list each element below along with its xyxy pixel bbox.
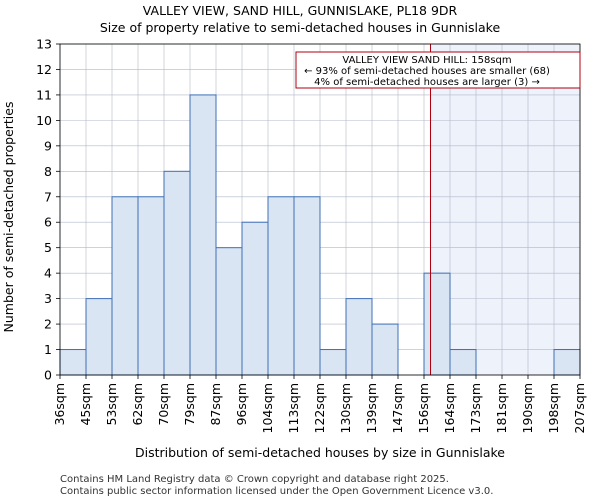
x-tick-label: 62sqm [130,383,145,426]
x-tick-label: 79sqm [182,383,197,426]
y-tick-label: 13 [36,37,52,52]
y-tick-label: 7 [44,189,52,204]
larger-region-fill [430,44,580,375]
y-tick-label: 5 [44,240,52,255]
bar [345,298,373,376]
y-tick-label: 3 [44,291,52,306]
annotation-line-2: ← 93% of semi-detached houses are smalle… [304,66,550,77]
x-tick-label: 139sqm [364,383,379,433]
bars [59,94,581,376]
x-tick-label: 122sqm [312,383,327,433]
y-tick-label: 11 [36,87,52,102]
x-tick-label: 113sqm [286,383,301,433]
y-tick-label: 8 [44,164,52,179]
annotation-line-1: VALLEY VIEW SAND HILL: 158sqm [342,55,511,66]
axes [56,43,581,379]
x-tick-label: 181sqm [494,383,509,433]
y-tick-label: 1 [44,342,52,357]
x-tick-label: 173sqm [468,383,483,433]
bar [85,298,113,376]
bar [189,94,217,376]
x-tick-label: 45sqm [78,383,93,426]
bar [371,323,399,376]
bar [163,170,191,376]
bar [267,196,295,376]
y-axis-label: Number of semi-detached properties [1,102,16,333]
bar [137,196,165,376]
y-tick-label: 2 [44,317,52,332]
bar [111,196,139,376]
bar [241,221,269,376]
x-tick-labels: 36sqm 45sqm 53sqm 62sqm 70sqm 79sqm 87sqm 96sqm… [52,383,587,433]
x-tick-label: 36sqm [52,383,67,426]
bar [553,349,581,376]
x-tick-label: 147sqm [390,383,405,433]
chart-title: VALLEY VIEW, SAND HILL, GUNNISLAKE, PL18… [143,3,458,18]
x-tick-label: 70sqm [156,383,171,426]
x-axis-label: Distribution of semi-detached houses by … [135,445,505,460]
bar [59,349,87,376]
y-tick-label: 0 [44,368,52,383]
x-tick-label: 130sqm [338,383,353,433]
x-tick-label: 164sqm [442,383,457,433]
chart-subtitle: Size of property relative to semi-detach… [100,20,501,35]
y-tick-label: 9 [44,138,52,153]
x-tick-label: 198sqm [546,383,561,433]
annotation-frame [295,51,581,89]
y-tick-label: 4 [44,266,52,281]
annotation-box: VALLEY VIEW SAND HILL: 158sqm ← 93% of s… [295,51,581,89]
bar [293,196,321,376]
x-tick-label: 104sqm [260,383,275,433]
footer-line-1: Contains HM Land Registry data © Crown c… [60,474,449,485]
x-tick-label: 87sqm [208,383,223,426]
footer-line-2: Contains public sector information licen… [60,486,493,497]
bar [215,247,243,376]
larger-properties-region [430,44,580,375]
y-tick-label: 6 [44,215,52,230]
y-tick-label: 10 [36,113,52,128]
bar [449,349,477,376]
x-tick-label: 156sqm [416,383,431,433]
x-tick-label: 53sqm [104,383,119,426]
annotation-line-3: 4% of semi-detached houses are larger (3… [314,77,540,88]
x-tick-label: 96sqm [234,383,249,426]
x-tick-label: 207sqm [572,383,587,433]
y-tick-label: 12 [36,62,52,77]
x-tick-label: 190sqm [520,383,535,433]
bar [319,349,347,376]
bar [423,272,451,376]
